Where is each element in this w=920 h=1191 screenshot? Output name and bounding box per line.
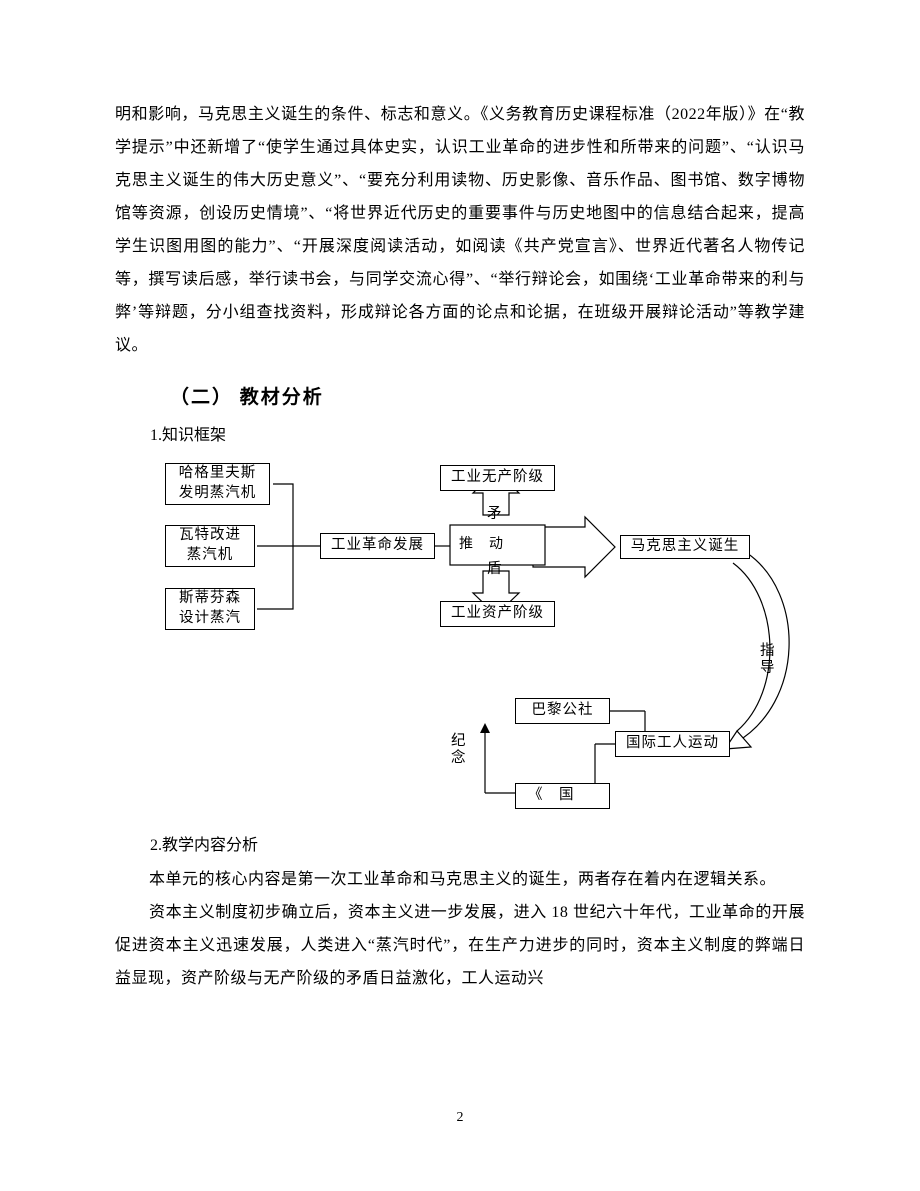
- node-hargreaves: 哈格里夫斯 发明蒸汽机: [165, 463, 270, 505]
- label-mao: 矛: [487, 506, 503, 523]
- node-industrial-revolution: 工业革命发展: [320, 533, 435, 559]
- node-watt: 瓦特改进 蒸汽机: [165, 525, 255, 567]
- node-stephenson: 斯蒂芬森 设计蒸汽: [165, 588, 255, 630]
- paragraph-1: 明和影响，马克思主义诞生的条件、标志和意义。《义务教育历史课程标准（2022年版…: [115, 98, 805, 362]
- paragraph-3: 资本主义制度初步确立后，资本主义进一步发展，进入 18 世纪六十年代，工业革命的…: [115, 896, 805, 995]
- paragraph-2: 本单元的核心内容是第一次工业革命和马克思主义的诞生，两者存在着内在逻辑关系。: [115, 863, 805, 896]
- node-internationale: 《 国: [515, 783, 610, 809]
- node-proletariat: 工业无产阶级: [440, 465, 555, 491]
- label-zhidao: 指 导: [760, 643, 776, 678]
- node-paris-commune: 巴黎公社: [515, 698, 610, 724]
- label-jinian: 纪 念: [451, 733, 467, 768]
- node-workers-movement: 国际工人运动: [615, 731, 730, 757]
- node-bourgeoisie: 工业资产阶级: [440, 601, 555, 627]
- node-marxism: 马克思主义诞生: [620, 535, 750, 559]
- page-number: 2: [0, 1110, 920, 1126]
- knowledge-framework-diagram: 哈格里夫斯 发明蒸汽机 瓦特改进 蒸汽机 斯蒂芬森 设计蒸汽 工业革命发展 工业…: [115, 453, 805, 823]
- label-dun: 盾: [487, 561, 503, 578]
- subheading-knowledge-framework: 1.知识框架: [150, 421, 805, 445]
- heading-textbook-analysis: （二） 教材分析: [170, 382, 805, 409]
- label-tuidiong: 推 动: [459, 537, 504, 554]
- subheading-content-analysis: 2.教学内容分析: [150, 831, 805, 855]
